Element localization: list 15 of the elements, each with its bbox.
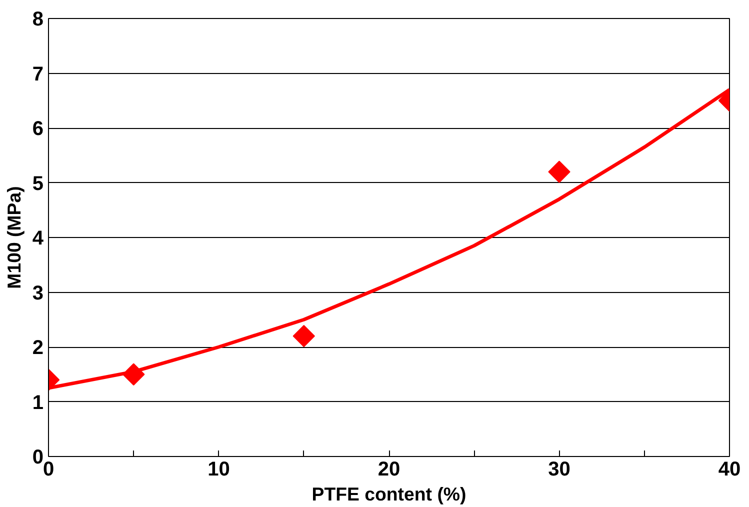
y-tick-label: 2 <box>32 337 44 359</box>
x-tick-label: 10 <box>208 458 230 480</box>
y-tick-label: 4 <box>32 228 44 250</box>
x-tick-label: 20 <box>378 458 400 480</box>
y-tick-label: 1 <box>32 392 44 414</box>
y-tick-label: 7 <box>32 63 44 86</box>
y-tick-label: 8 <box>32 8 44 30</box>
y-tick-label: 5 <box>32 172 44 195</box>
line-series <box>48 88 730 390</box>
x-tick-label: 40 <box>718 458 741 480</box>
x-tick-label: 30 <box>548 458 570 480</box>
y-tick-label: 6 <box>32 118 44 140</box>
y-tick-label: 3 <box>32 282 44 304</box>
y-axis-title: M100 (MPa) <box>3 186 24 289</box>
x-axis-title: PTFE content (%) <box>312 484 466 504</box>
